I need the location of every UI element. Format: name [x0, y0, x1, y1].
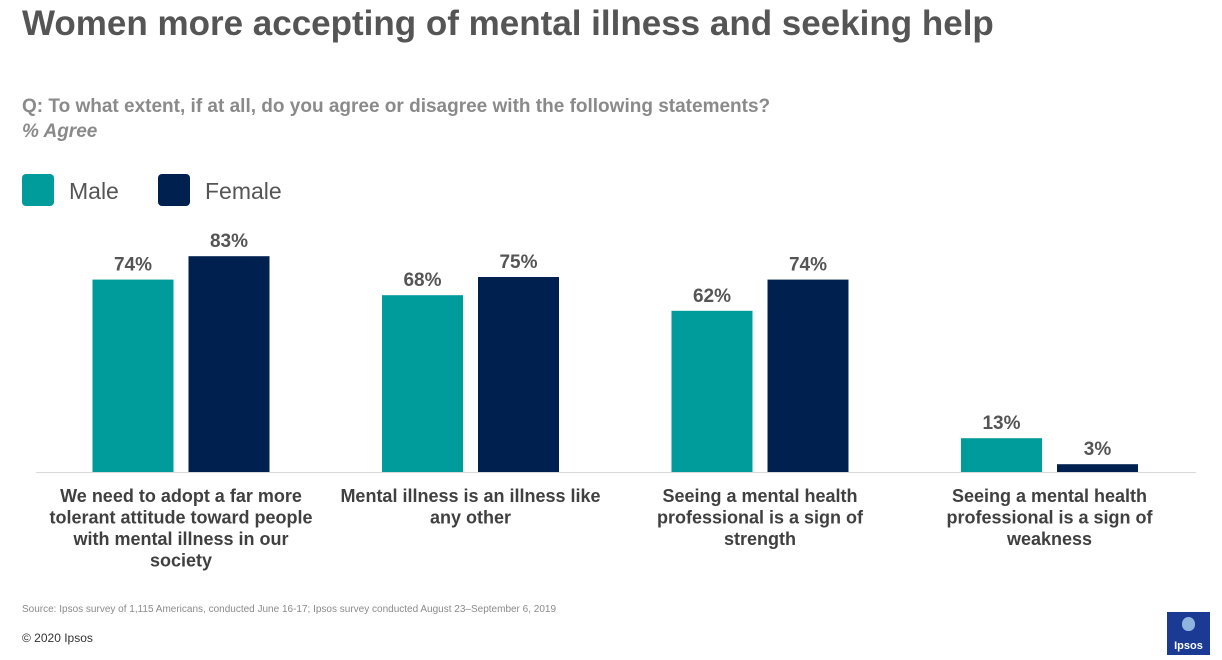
ipsos-logo: Ipsos	[1167, 612, 1210, 655]
category-label-line: weakness	[1006, 529, 1092, 549]
copyright-text: © 2020 Ipsos	[22, 631, 93, 645]
category-label-4: Seeing a mental health professional is a …	[946, 486, 1153, 549]
legend-swatch-female	[158, 174, 190, 206]
bar-female-4	[1057, 464, 1138, 472]
category-label-line: We need to adopt a far more	[60, 486, 302, 506]
category-label-line: strength	[724, 529, 796, 549]
bar-female-2	[478, 277, 559, 472]
bar-chart: 74% 83% We need to adopt a far more toleran…	[36, 231, 1196, 571]
survey-question: Q: To what extent, if at all, do you agr…	[22, 96, 771, 117]
bar-male-4	[961, 438, 1042, 472]
category-label-line: Seeing a mental health	[662, 486, 857, 506]
data-label-male-1: 74%	[114, 255, 152, 276]
category-label-2: Mental illness is an illness like any oth…	[340, 486, 600, 528]
chart-title: Women more accepting of mental illness a…	[22, 4, 994, 43]
source-note: Source: Ipsos survey of 1,115 Americans,…	[22, 604, 557, 615]
category-label-line: professional is a sign of	[657, 508, 864, 528]
bar-male-3	[671, 310, 753, 472]
bar-male-2	[382, 295, 463, 472]
category-label-line: tolerant attitude toward people	[49, 508, 312, 528]
category-label-line: professional is a sign of	[946, 508, 1153, 528]
data-label-female-2: 75%	[499, 252, 537, 273]
data-label-female-4: 3%	[1084, 439, 1112, 460]
legend-label-female: Female	[205, 178, 282, 204]
data-label-male-4: 13%	[982, 413, 1020, 434]
data-label-female-1: 83%	[210, 231, 248, 252]
category-label-line: with mental illness in our	[72, 529, 288, 549]
category-label-3: Seeing a mental health professional is a …	[657, 486, 864, 549]
chart-subtitle: % Agree	[22, 121, 98, 142]
category-label-1: We need to adopt a far more tolerant atti…	[49, 486, 312, 571]
logo-mark-icon	[1182, 617, 1195, 631]
data-label-female-3: 74%	[789, 255, 827, 276]
legend-swatch-male	[22, 174, 54, 206]
bar-male-1	[92, 279, 174, 472]
data-label-male-3: 62%	[693, 286, 731, 307]
data-label-male-2: 68%	[403, 270, 441, 291]
bar-female-3	[767, 279, 849, 472]
legend-label-male: Male	[69, 178, 119, 204]
bar-female-1	[188, 256, 270, 472]
category-label-line: Mental illness is an illness like	[340, 486, 600, 506]
category-label-line: society	[150, 551, 212, 571]
logo-text: Ipsos	[1174, 640, 1203, 652]
category-label-line: any other	[430, 508, 511, 528]
category-label-line: Seeing a mental health	[952, 486, 1147, 506]
